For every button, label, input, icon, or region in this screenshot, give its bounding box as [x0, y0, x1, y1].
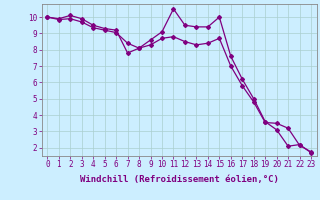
X-axis label: Windchill (Refroidissement éolien,°C): Windchill (Refroidissement éolien,°C)	[80, 175, 279, 184]
